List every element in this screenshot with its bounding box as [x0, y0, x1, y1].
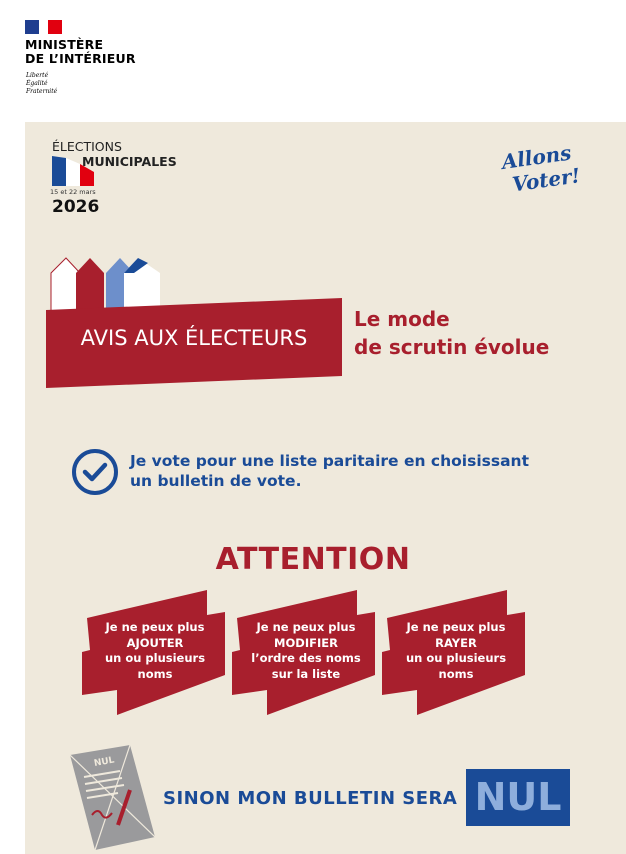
check-circle-icon	[72, 449, 118, 495]
houses-illustration	[50, 257, 160, 315]
ribbon-shape	[232, 590, 375, 715]
avis-banner-text: AVIS AUX ÉLECTEURS	[80, 326, 308, 350]
attention-title: ATTENTION	[215, 542, 411, 577]
warning-text: SINON MON BULLETIN SERA	[163, 788, 458, 809]
rule-modifier: Je ne peux plus MODIFIER l’ordre des noms s…	[231, 620, 381, 682]
french-flag-icon	[52, 156, 94, 186]
void-ballot-label: NUL	[93, 755, 115, 768]
election-year: 2026	[52, 197, 100, 217]
motto: Liberté Égalité Fraternité	[26, 72, 57, 96]
vote-line2: un bulletin de vote.	[130, 472, 302, 490]
vote-line1: Je vote pour une liste paritaire en choi…	[130, 452, 529, 470]
nul-badge: NUL	[466, 769, 570, 826]
motto-fraternite: Fraternité	[26, 88, 58, 95]
rule-line: noms	[137, 666, 173, 681]
marianne-flag-logo	[25, 20, 62, 34]
rule-verb: AJOUTER	[126, 635, 184, 650]
rule-line: un ou plusieurs	[405, 651, 507, 665]
avis-banner	[46, 298, 342, 388]
rule-line: sur la liste	[271, 666, 341, 681]
poster-panel	[25, 122, 626, 854]
ministry-line1: MINISTÈRE	[25, 37, 104, 52]
rule-ajouter: Je ne peux plus AJOUTER un ou plusieurs nom…	[80, 620, 230, 682]
ministry-name: MINISTÈRE DE L’INTÉRIEUR	[25, 38, 136, 66]
rule-line: Je ne peux plus	[105, 620, 205, 634]
elections-label: ÉLECTIONS	[52, 139, 122, 154]
rule-line: Je ne peux plus	[406, 620, 506, 634]
ribbon-shape	[382, 590, 525, 715]
rule-rayer: Je ne peux plus RAYER un ou plusieurs noms	[381, 620, 531, 682]
rule-line: l’ordre des noms	[251, 651, 361, 665]
rule-verb: MODIFIER	[274, 635, 338, 650]
election-dates: 15 et 22 mars	[50, 188, 96, 196]
void-ballot-icon: NUL	[70, 745, 155, 850]
municipales-label: MUNICIPALES	[82, 154, 177, 169]
motto-egalite: Égalité	[26, 80, 48, 87]
ministry-line2: DE L’INTÉRIEUR	[25, 51, 136, 66]
headline: Le mode de scrutin évolue	[354, 305, 549, 361]
ribbon-shape	[82, 590, 225, 715]
headline-line2: de scrutin évolue	[354, 335, 550, 359]
rule-line: un ou plusieurs	[104, 651, 206, 665]
rule-line: Je ne peux plus	[256, 620, 356, 634]
rule-verb: RAYER	[435, 635, 477, 650]
rule-line: noms	[438, 666, 474, 681]
motto-liberte: Liberté	[26, 72, 49, 79]
headline-line1: Le mode	[354, 307, 450, 331]
vote-statement: Je vote pour une liste paritaire en choi…	[130, 451, 529, 491]
